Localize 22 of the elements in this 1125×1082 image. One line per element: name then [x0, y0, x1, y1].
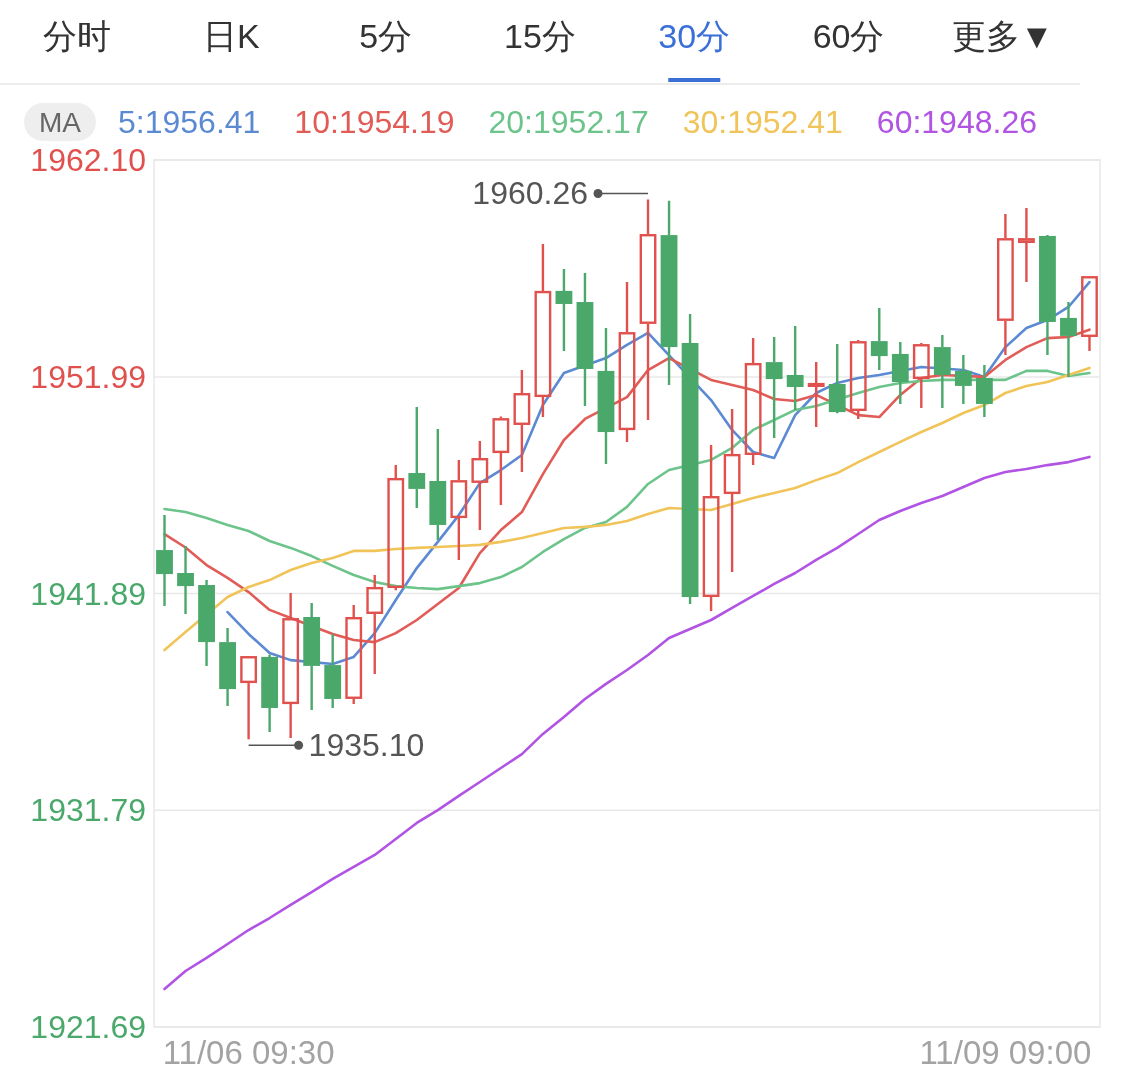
y-tick-label: 1941.89	[30, 575, 146, 612]
x-tick-label: 11/06 09:30	[162, 1034, 335, 1071]
legend-item: 5:1956.41	[118, 104, 261, 140]
y-tick-label: 1931.79	[30, 792, 146, 829]
tab-label: 60分	[812, 17, 885, 55]
tab-label: 15分	[504, 17, 576, 55]
tab-label: 分时	[43, 17, 112, 55]
legend-item: 10:1954.19	[294, 104, 455, 140]
tab-label-selected: 30分	[658, 17, 731, 55]
legend-item: 20:1952.17	[488, 104, 649, 140]
y-tick-label: 1951.99	[30, 358, 146, 395]
tab-label: 5分	[359, 17, 413, 55]
legend-item: 30:1952.41	[682, 104, 843, 140]
x-tick-label: 11/09 09:00	[919, 1034, 1092, 1071]
y-tick-label: 1962.10	[30, 142, 146, 178]
legend-item: 60:1948.26	[876, 104, 1037, 140]
annotation: 1960.26	[472, 175, 589, 212]
y-tick-label: 1921.69	[30, 1009, 146, 1045]
tab-label: 日K	[203, 17, 260, 55]
tab-label: 更多▼	[952, 17, 1054, 55]
legend-title: MA	[39, 106, 81, 138]
annotation: 1935.10	[308, 727, 425, 764]
